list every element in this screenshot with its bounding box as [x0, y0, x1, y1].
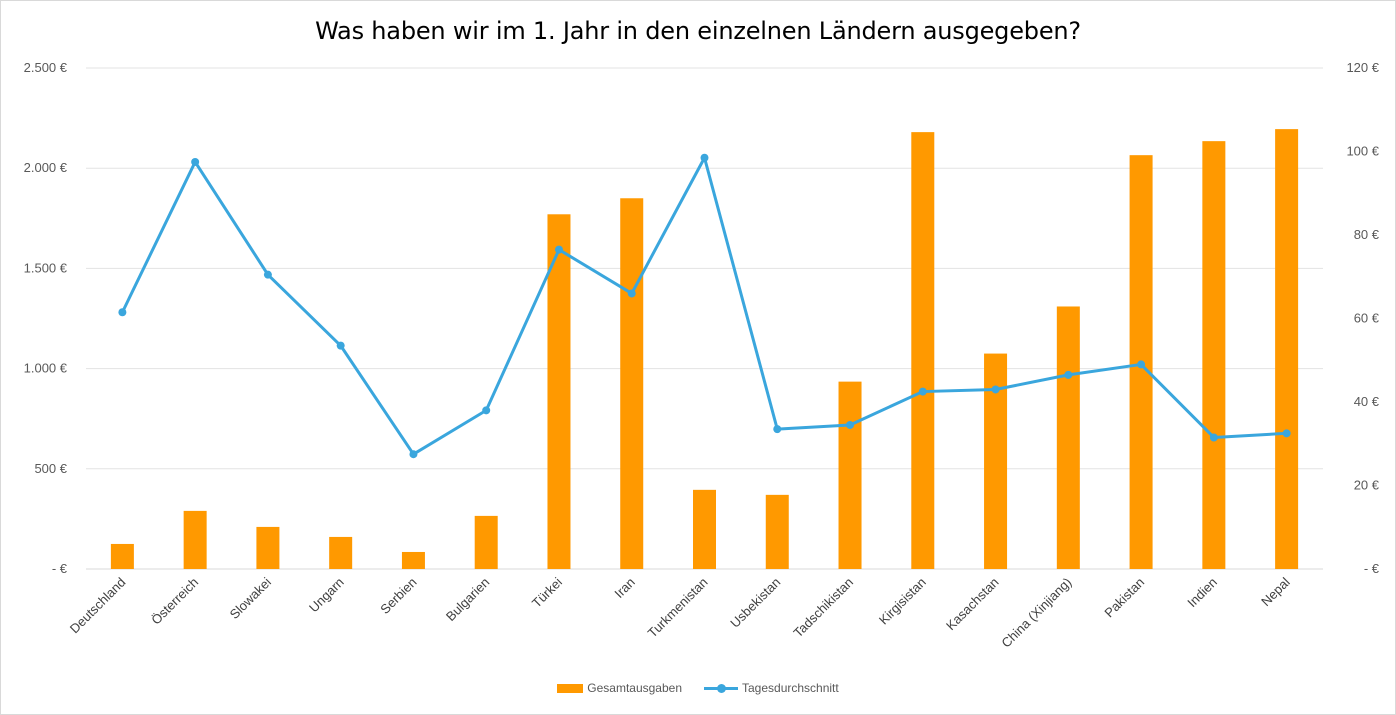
bar-3 — [329, 536, 353, 569]
right-tick-label: 100 € — [1346, 144, 1379, 159]
line-point-1 — [191, 157, 200, 166]
category-label: Slowakei — [227, 574, 274, 621]
category-label: Türkei — [529, 574, 565, 610]
line-point-12 — [991, 385, 1000, 394]
bar-5 — [474, 515, 498, 569]
category-label: Nepal — [1258, 574, 1293, 609]
legend-label-gesamtausgaben: Gesamtausgaben — [587, 681, 682, 695]
line-point-2 — [263, 270, 272, 279]
bar-0 — [110, 543, 134, 569]
category-label: Indien — [1184, 575, 1220, 611]
left-tick-label: 500 € — [34, 461, 67, 476]
legend-swatch-bar — [557, 683, 584, 693]
chart-title: Was haben wir im 1. Jahr in den einzelne… — [315, 17, 1081, 45]
gridlines — [86, 67, 1323, 570]
bar-11 — [911, 132, 935, 570]
bar-9 — [765, 494, 789, 569]
category-label: Iran — [611, 575, 637, 601]
bar-12 — [984, 353, 1008, 569]
category-label: Österreich — [148, 575, 201, 628]
category-label: Tadschikistan — [790, 575, 856, 641]
bar-15 — [1202, 141, 1226, 569]
right-tick-label: - € — [1364, 561, 1380, 576]
line-point-3 — [336, 341, 345, 350]
line-point-13 — [1064, 370, 1073, 379]
line-point-6 — [554, 245, 563, 254]
left-tick-label: 1.000 € — [24, 361, 68, 376]
category-label: Serbien — [377, 575, 419, 617]
category-label: Usbekistan — [727, 575, 783, 631]
bar-10 — [838, 381, 862, 569]
right-tick-label: 60 € — [1354, 311, 1380, 326]
legend-item-tagesdurchschnitt: Tagesdurchschnitt — [704, 681, 839, 695]
left-axis-ticks: - € 500 € 1.000 € 1.500 € 2.000 € 2.500 € — [24, 60, 68, 576]
category-label: China (Xinjiang) — [998, 575, 1074, 651]
category-axis-labels: Deutschland Österreich Slowakei Ungarn Serbi… — [67, 574, 1293, 650]
line-point-5 — [482, 406, 491, 415]
bar-1 — [183, 510, 207, 569]
line-point-11 — [918, 387, 927, 396]
line-point-10 — [846, 420, 855, 429]
bar-13 — [1056, 306, 1080, 569]
bar-7 — [620, 198, 644, 569]
right-tick-label: 80 € — [1354, 227, 1380, 242]
legend: Gesamtausgaben Tagesdurchschnitt — [1, 681, 1395, 695]
line-point-4 — [409, 450, 418, 459]
left-tick-label: - € — [52, 561, 68, 576]
category-label: Kasachstan — [943, 575, 1002, 634]
bar-16 — [1275, 129, 1299, 569]
legend-swatch-line — [704, 683, 738, 693]
legend-label-tagesdurchschnitt: Tagesdurchschnitt — [742, 681, 839, 695]
category-label: Bulgarien — [443, 575, 492, 624]
bar-series-gesamtausgaben — [110, 129, 1299, 570]
line-point-16 — [1282, 429, 1291, 438]
left-tick-label: 2.500 € — [24, 60, 68, 75]
right-tick-label: 120 € — [1346, 60, 1379, 75]
left-tick-label: 2.000 € — [24, 160, 68, 175]
bar-8 — [693, 489, 716, 569]
line-path — [120, 156, 1289, 456]
line-point-15 — [1209, 433, 1218, 442]
line-point-0 — [118, 308, 127, 317]
category-label: Pakistan — [1101, 575, 1147, 621]
legend-item-gesamtausgaben: Gesamtausgaben — [557, 681, 682, 695]
bar-6 — [547, 214, 571, 570]
left-tick-label: 1.500 € — [24, 260, 68, 275]
line-point-8 — [700, 153, 709, 162]
bar-2 — [256, 526, 280, 569]
category-label: Deutschland — [67, 575, 129, 637]
line-point-7 — [627, 289, 636, 298]
category-label: Turkmenistan — [645, 575, 711, 641]
line-point-14 — [1137, 360, 1146, 369]
category-label: Ungarn — [306, 575, 347, 616]
line-point-9 — [773, 425, 782, 434]
category-label: Kirgisistan — [876, 575, 929, 628]
right-axis-ticks: - € 20 € 40 € 60 € 80 € 100 € 120 € — [1346, 60, 1379, 576]
right-tick-label: 20 € — [1354, 478, 1380, 493]
line-series-tagesdurchschnitt — [118, 153, 1291, 459]
bar-4 — [401, 551, 425, 569]
right-tick-label: 40 € — [1354, 394, 1380, 409]
